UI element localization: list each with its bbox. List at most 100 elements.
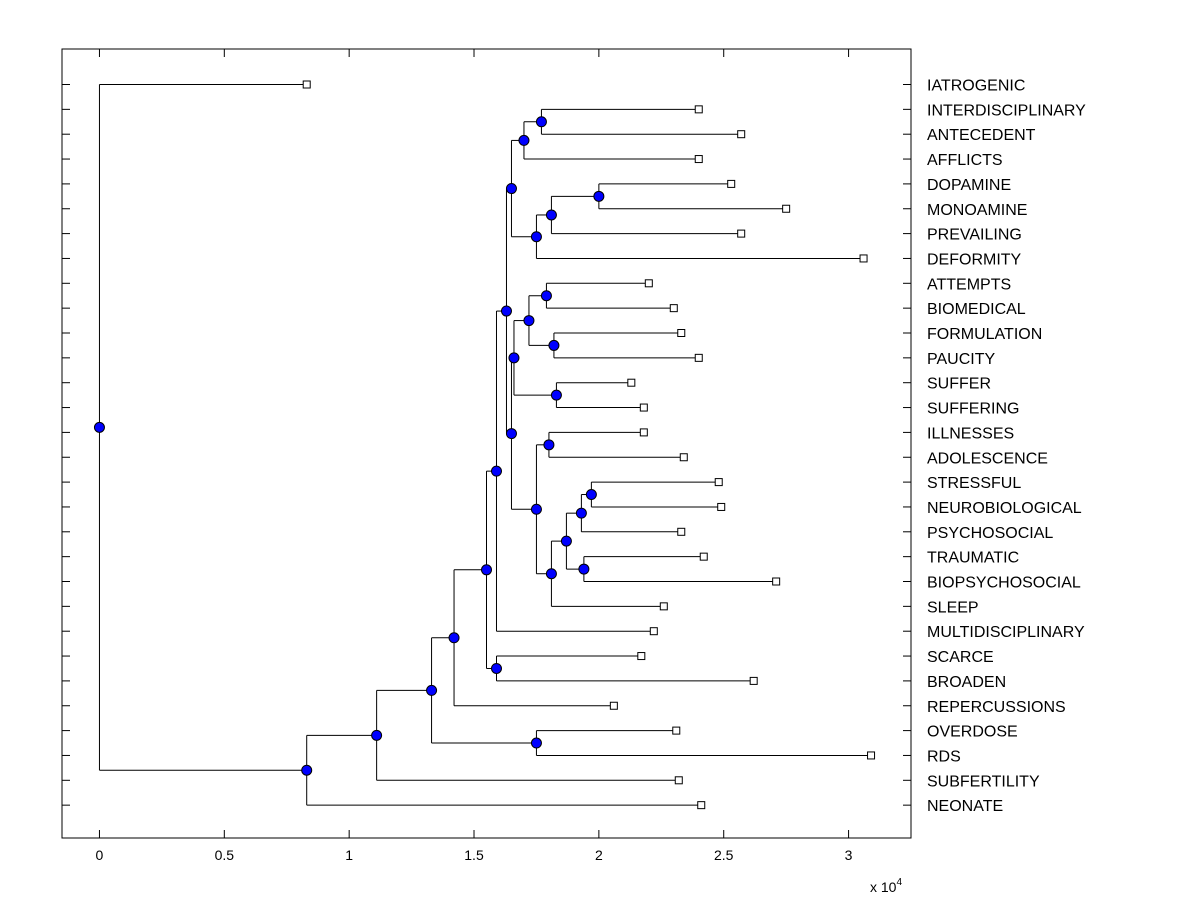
node-markers: [93, 116, 605, 776]
node-marker: [490, 465, 502, 477]
leaf-label: REPERCUSSIONS: [927, 699, 1066, 716]
leaf-markers: [302, 80, 876, 810]
x-tick-label: 1: [345, 847, 353, 863]
leaf-marker: [694, 155, 703, 164]
node-marker: [505, 183, 517, 195]
x-tick-label: 0: [96, 847, 104, 863]
leaf-marker: [639, 403, 648, 412]
leaf-marker: [649, 627, 658, 636]
x-tick-label: 2.5: [714, 847, 734, 863]
leaf-label: BROADEN: [927, 674, 1006, 691]
leaf-label: SLEEP: [927, 599, 979, 616]
leaf-marker: [782, 204, 791, 213]
node-marker: [93, 421, 105, 433]
leaf-label: SUFFER: [927, 376, 991, 393]
leaf-labels: IATROGENIC INTERDISCIPLINARY ANTECEDENT AFF…: [927, 78, 1086, 816]
x-tick-label: 2: [595, 847, 603, 863]
leaf-marker: [714, 478, 723, 487]
leaf-marker: [302, 80, 311, 89]
node-marker: [545, 568, 557, 580]
leaf-marker: [772, 577, 781, 586]
node-marker: [481, 564, 492, 576]
leaf-label: PSYCHOSOCIAL: [927, 525, 1053, 542]
leaf-label: BIOMEDICAL: [927, 301, 1026, 318]
leaf-marker: [639, 428, 648, 437]
leaf-marker: [749, 676, 758, 685]
leaf-marker: [737, 130, 746, 139]
leaf-marker: [609, 701, 618, 710]
leaf-marker: [637, 652, 646, 661]
leaf-label: PREVAILING: [927, 227, 1022, 244]
leaf-marker: [697, 801, 706, 810]
node-marker: [550, 389, 562, 401]
node-marker: [585, 489, 597, 501]
leaf-marker: [694, 105, 703, 114]
leaf-marker: [867, 751, 876, 760]
node-marker: [530, 737, 542, 749]
node-marker: [530, 503, 542, 515]
leaf-marker: [699, 552, 708, 561]
node-marker: [426, 684, 438, 696]
leaf-marker: [677, 329, 686, 337]
leaf-marker: [627, 378, 636, 387]
node-marker: [518, 134, 530, 146]
leaf-label: DEFORMITY: [927, 251, 1022, 268]
node-marker: [545, 209, 557, 221]
plot-frame: [61, 48, 912, 839]
node-marker: [301, 764, 313, 776]
node-marker: [540, 290, 552, 302]
dendrogram-links: [98, 84, 872, 806]
node-marker: [530, 231, 542, 243]
node-marker: [500, 305, 512, 317]
leaf-label: SCARCE: [927, 649, 994, 666]
axis-ticks: 0 0.5 1 1.5 2 2.5 3: [62, 49, 911, 863]
leaf-label: ANTECEDENT: [927, 127, 1036, 144]
leaf-marker: [644, 279, 653, 288]
leaf-label: NEUROBIOLOGICAL: [927, 500, 1082, 517]
leaf-marker: [727, 179, 736, 188]
leaf-label: BIOPSYCHOSOCIAL: [927, 575, 1081, 592]
leaf-label: OVERDOSE: [927, 724, 1018, 741]
leaf-label: STRESSFUL: [927, 475, 1021, 492]
leaf-label: ATTEMPTS: [927, 276, 1011, 293]
leaf-marker: [672, 726, 681, 735]
leaf-label: NEONATE: [927, 798, 1003, 815]
leaf-marker: [737, 229, 746, 238]
x-tick-label: 1.5: [464, 847, 484, 863]
leaf-label: MULTIDISCIPLINARY: [927, 624, 1085, 641]
leaf-label: IATROGENIC: [927, 78, 1025, 95]
leaf-marker: [679, 453, 688, 462]
leaf-label: PAUCITY: [927, 351, 995, 368]
x-tick-label: 3: [845, 847, 853, 863]
leaf-label: INTERDISCIPLINARY: [927, 102, 1086, 119]
leaf-marker: [677, 527, 686, 536]
leaf-label: SUBFERTILITY: [927, 773, 1040, 790]
leaf-label: TRAUMATIC: [927, 550, 1019, 567]
leaf-label: RDS: [927, 748, 961, 765]
node-marker: [505, 428, 517, 440]
leaf-marker: [717, 502, 726, 511]
node-marker: [578, 563, 590, 575]
node-marker: [371, 729, 383, 741]
leaf-label: ADOLESCENCE: [927, 450, 1048, 467]
leaf-marker: [859, 254, 868, 263]
node-marker: [490, 662, 502, 674]
leaf-marker: [669, 304, 678, 313]
node-marker: [548, 339, 560, 351]
node-marker: [560, 535, 572, 547]
node-marker: [593, 190, 605, 202]
node-marker: [575, 507, 587, 519]
node-marker: [535, 116, 547, 128]
leaf-label: SUFFERING: [927, 401, 1019, 418]
node-marker: [543, 439, 555, 451]
leaf-label: DOPAMINE: [927, 177, 1011, 194]
x-multiplier: x 104: [870, 877, 902, 895]
leaf-marker: [694, 353, 703, 362]
x-tick-label: 0.5: [215, 847, 235, 863]
leaf-label: MONOAMINE: [927, 202, 1027, 219]
leaf-marker: [659, 602, 668, 611]
node-marker: [523, 315, 535, 327]
leaf-label: FORMULATION: [927, 326, 1042, 343]
leaf-marker: [674, 776, 683, 785]
